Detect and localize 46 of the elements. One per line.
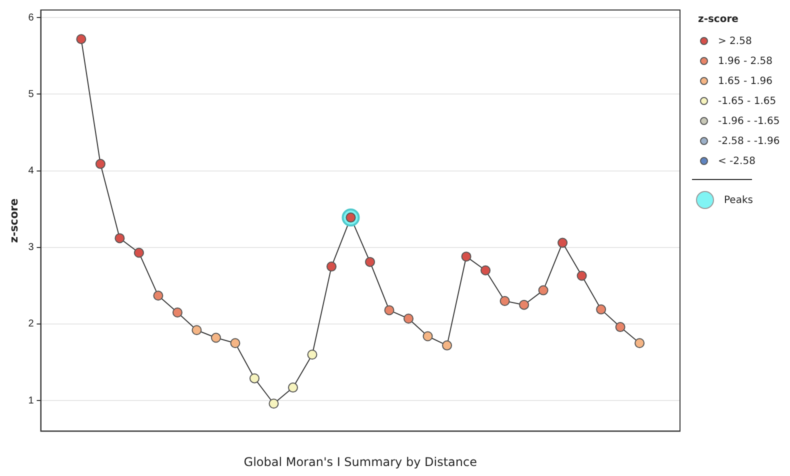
point bbox=[76, 34, 86, 44]
point bbox=[442, 340, 452, 350]
point bbox=[558, 238, 568, 248]
y-tick-label: 2 bbox=[28, 318, 34, 330]
point bbox=[500, 296, 510, 306]
legend-label: < -2.58 bbox=[718, 156, 756, 166]
point bbox=[480, 265, 491, 276]
point bbox=[538, 285, 548, 296]
legend-label: -1.65 - 1.65 bbox=[718, 96, 776, 106]
y-tick-label: 5 bbox=[28, 88, 34, 100]
point bbox=[153, 290, 164, 301]
legend-title: z-score bbox=[698, 14, 740, 25]
y-tick-label: 3 bbox=[28, 242, 34, 254]
point bbox=[404, 314, 414, 324]
legend-label: Peaks bbox=[724, 194, 753, 206]
point bbox=[365, 256, 376, 267]
y-tick-label: 1 bbox=[28, 395, 34, 406]
legend-label: > 2.58 bbox=[718, 36, 752, 46]
y-tick-label: 6 bbox=[28, 12, 34, 24]
legend-label: 1.65 - 1.96 bbox=[718, 76, 772, 86]
point bbox=[288, 382, 298, 393]
point bbox=[461, 252, 472, 262]
point bbox=[307, 350, 318, 360]
y-axis-title: z-score bbox=[7, 198, 20, 243]
point bbox=[384, 305, 394, 316]
point bbox=[134, 248, 144, 258]
point bbox=[249, 373, 260, 384]
x-axis-title: Global Moran's I Summary by Distance bbox=[244, 454, 477, 469]
legend-label: 1.96 - 2.58 bbox=[718, 56, 772, 66]
point bbox=[192, 325, 202, 336]
point bbox=[326, 262, 336, 272]
point bbox=[422, 331, 433, 342]
point bbox=[268, 398, 279, 409]
point bbox=[634, 338, 645, 348]
point bbox=[95, 158, 106, 169]
point bbox=[576, 270, 587, 281]
legend-label: -2.58 - -1.96 bbox=[718, 136, 780, 146]
point bbox=[230, 338, 240, 348]
point bbox=[114, 233, 125, 244]
legend-label: -1.96 - -1.65 bbox=[718, 116, 780, 126]
point bbox=[519, 300, 530, 310]
point bbox=[596, 304, 606, 314]
point bbox=[210, 332, 221, 343]
point bbox=[172, 308, 182, 318]
point bbox=[615, 322, 626, 332]
y-tick-label: 4 bbox=[28, 166, 34, 177]
